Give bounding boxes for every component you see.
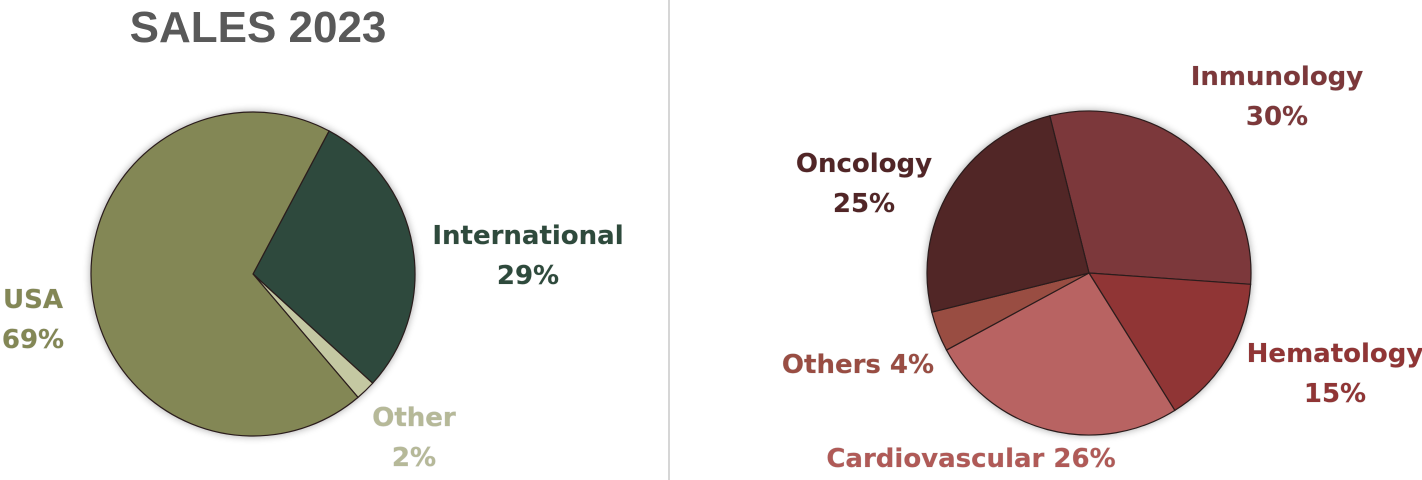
data-label-hematology: Hematology 15% bbox=[1247, 339, 1422, 409]
data-label-usa: USA 69% bbox=[2, 285, 64, 355]
pie-chart-regions-labels: International 29% Other 2% USA 69% bbox=[2, 221, 624, 474]
pie-chart-regions bbox=[90, 111, 416, 437]
data-label-other: Other 2% bbox=[372, 403, 456, 473]
pie-slice-inmunology bbox=[1049, 110, 1252, 285]
pie-slice-cardiovascular bbox=[945, 272, 1176, 436]
pie-chart-therapeutic-areas bbox=[926, 110, 1252, 436]
data-label-oncology: Oncology 25% bbox=[796, 149, 932, 219]
pie-chart-therapeutic-areas-labels: Inmunology 30% Hematology 15% Cardiovascular… bbox=[782, 62, 1422, 475]
data-label-international: International 29% bbox=[432, 221, 623, 291]
data-label-cardiovascular: Cardiovascular 26% bbox=[826, 444, 1115, 474]
pie-slice-international bbox=[252, 130, 416, 385]
pie-slice-usa bbox=[90, 111, 359, 437]
pie-slice-hematology bbox=[1087, 272, 1252, 412]
pie-slice-oncology bbox=[926, 115, 1090, 313]
chart-title: SALES 2023 bbox=[130, 3, 387, 52]
data-label-inmunology: Inmunology 30% bbox=[1191, 62, 1364, 132]
data-label-others: Others 4% bbox=[782, 350, 934, 380]
